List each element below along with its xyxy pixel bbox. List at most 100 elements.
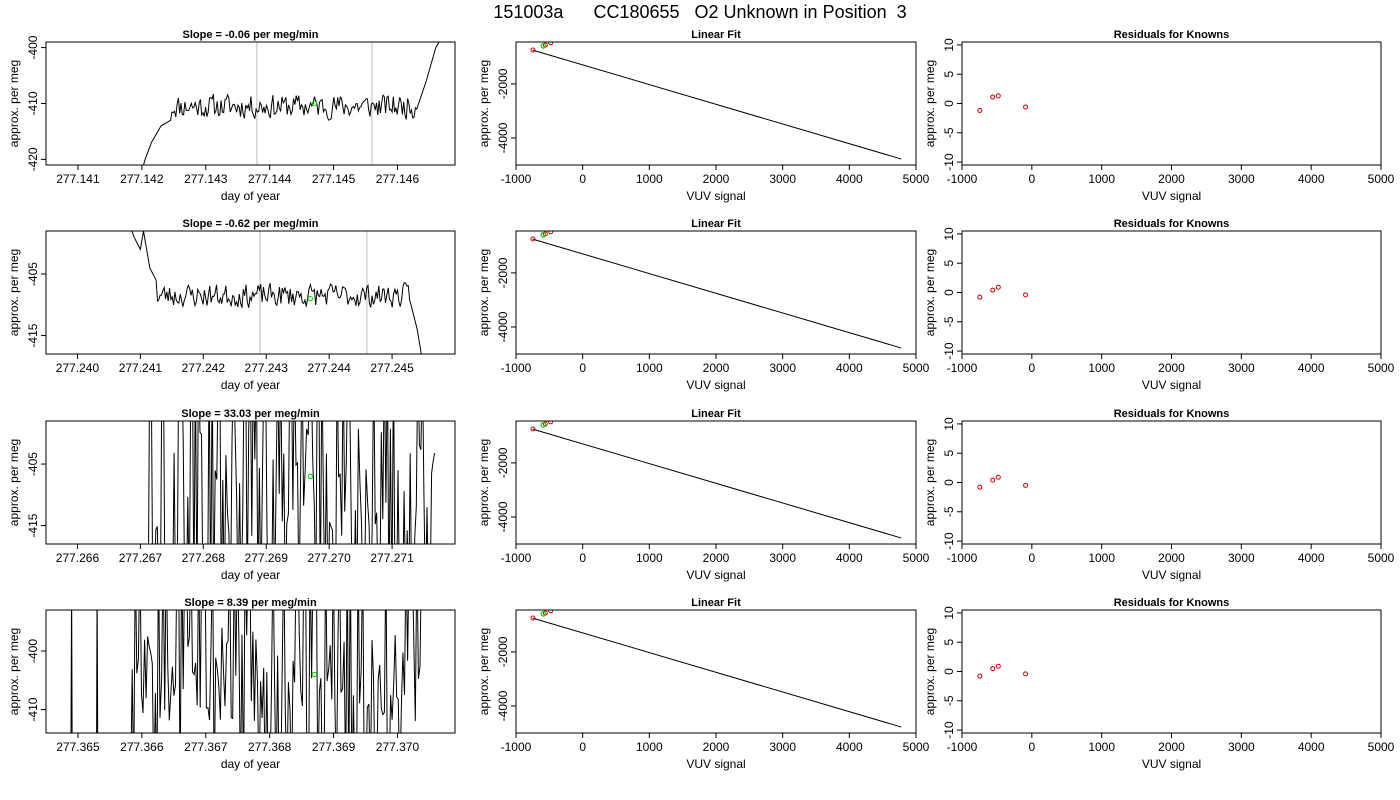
x-axis-label: VUV signal <box>1142 757 1201 771</box>
x-tick-label: 2000 <box>703 172 730 186</box>
known-point <box>990 666 996 672</box>
x-tick-label: 277.268 <box>182 551 226 565</box>
panel-title: Slope = -0.62 per meg/min <box>182 218 318 230</box>
y-tick-label: 5 <box>942 639 956 646</box>
x-tick-label: 2000 <box>703 740 730 754</box>
unknown-marker <box>311 671 318 678</box>
x-tick-label: 277.143 <box>184 172 228 186</box>
known-point <box>990 477 996 483</box>
x-tick-label: -1000 <box>501 172 532 186</box>
unknown-marker <box>307 473 313 480</box>
panel-r3-c0: Slope = 8.39 per meg/min 277.365 277.366 27… <box>7 597 456 771</box>
y-tick-label: -10 <box>942 342 956 360</box>
unknown-point <box>540 231 547 238</box>
x-tick-label: 277.365 <box>56 740 100 754</box>
panel-r1-c0: Slope = -0.62 per meg/min 277.240 277.241 2… <box>7 218 456 392</box>
known-point <box>1023 482 1029 488</box>
y-tick-label: -415 <box>26 323 40 347</box>
y-tick-label: -2000 <box>496 447 510 478</box>
known-point <box>1023 292 1029 298</box>
x-tick-label: 5000 <box>1368 172 1395 186</box>
y-tick-label: -5 <box>942 127 956 138</box>
x-axis-label: VUV signal <box>686 757 745 771</box>
fit-line <box>532 238 902 349</box>
y-tick-label: 10 <box>942 227 956 241</box>
y-tick-label: -405 <box>26 262 40 286</box>
x-tick-label: 277.241 <box>119 361 163 375</box>
x-tick-label: 277.270 <box>307 551 351 565</box>
y-tick-label: -410 <box>26 91 40 115</box>
plot-frame <box>515 41 917 166</box>
unknown-marker <box>307 295 313 302</box>
x-tick-label: 2000 <box>1158 740 1185 754</box>
y-tick-label: 10 <box>942 606 956 620</box>
x-tick-label: -1000 <box>947 551 978 565</box>
y-tick-label: -5 <box>942 695 956 706</box>
y-axis-label: approx. per meg <box>477 60 491 147</box>
x-tick-label: 0 <box>1028 740 1035 754</box>
y-tick-label: -2000 <box>496 636 510 667</box>
x-axis-label: day of year <box>221 568 280 582</box>
x-tick-label: 2000 <box>1158 172 1185 186</box>
panel-title: Residuals for Knowns <box>1114 29 1230 41</box>
x-tick-label: 277.244 <box>307 361 351 375</box>
plot-frame <box>45 420 456 545</box>
y-axis-label: approx. per meg <box>477 628 491 715</box>
panel-title: Linear Fit <box>691 597 741 609</box>
known-point <box>575 30 579 34</box>
x-tick-label: 5000 <box>903 361 930 375</box>
known-point <box>995 93 1001 99</box>
known-point <box>575 598 579 602</box>
x-tick-label: 4000 <box>836 361 863 375</box>
x-tick-label: 0 <box>579 551 586 565</box>
x-tick-label: -1000 <box>501 740 532 754</box>
x-tick-label: 277.370 <box>376 740 420 754</box>
x-axis-label: day of year <box>221 189 280 203</box>
unknown-marker <box>311 100 318 107</box>
panel-title: Linear Fit <box>691 218 741 230</box>
x-axis-label: day of year <box>221 757 280 771</box>
x-tick-label: 1000 <box>636 172 663 186</box>
y-tick-label: -420 <box>26 147 40 171</box>
x-axis-label: VUV signal <box>686 378 745 392</box>
x-tick-label: 1000 <box>1088 172 1115 186</box>
y-tick-label: 5 <box>942 71 956 78</box>
x-tick-label: 277.266 <box>56 551 100 565</box>
x-tick-label: 277.144 <box>248 172 292 186</box>
panel-title: Residuals for Knowns <box>1114 408 1230 420</box>
known-point <box>530 426 536 432</box>
panel-r3-c1: Linear Fit -1000 0 1000 2000 3000 4000 5000 -400… <box>477 597 930 771</box>
unknown-point <box>540 421 547 428</box>
x-tick-label: 5000 <box>903 551 930 565</box>
x-tick-label: 1000 <box>636 740 663 754</box>
x-tick-label: -1000 <box>947 172 978 186</box>
x-axis-label: VUV signal <box>1142 568 1201 582</box>
plot-frame <box>515 609 917 734</box>
y-tick-label: 0 <box>942 668 956 675</box>
x-tick-label: 4000 <box>836 172 863 186</box>
x-tick-label: 277.366 <box>120 740 164 754</box>
y-axis-label: approx. per meg <box>923 628 937 715</box>
known-point <box>1023 671 1029 677</box>
panel-title: Residuals for Knowns <box>1114 597 1230 609</box>
fit-line <box>532 428 902 539</box>
y-tick-label: -10 <box>942 532 956 550</box>
y-tick-label: -4000 <box>496 690 510 721</box>
x-tick-label: 277.142 <box>120 172 164 186</box>
known-point <box>548 421 554 425</box>
x-tick-label: 4000 <box>1298 172 1325 186</box>
y-tick-label: 10 <box>942 417 956 431</box>
x-axis-label: VUV signal <box>686 189 745 203</box>
known-point <box>977 294 983 300</box>
x-tick-label: 277.367 <box>184 740 228 754</box>
known-point <box>995 284 1001 290</box>
x-tick-label: 5000 <box>1368 551 1395 565</box>
x-tick-label: 3000 <box>1228 361 1255 375</box>
known-point <box>977 108 983 114</box>
fit-line <box>532 49 902 160</box>
y-tick-label: 0 <box>942 479 956 486</box>
panel-r3-c2: Residuals for Knowns -1000 0 1000 2000 3000 40… <box>923 597 1395 771</box>
x-tick-label: 1000 <box>1088 551 1115 565</box>
x-tick-label: 1000 <box>636 551 663 565</box>
